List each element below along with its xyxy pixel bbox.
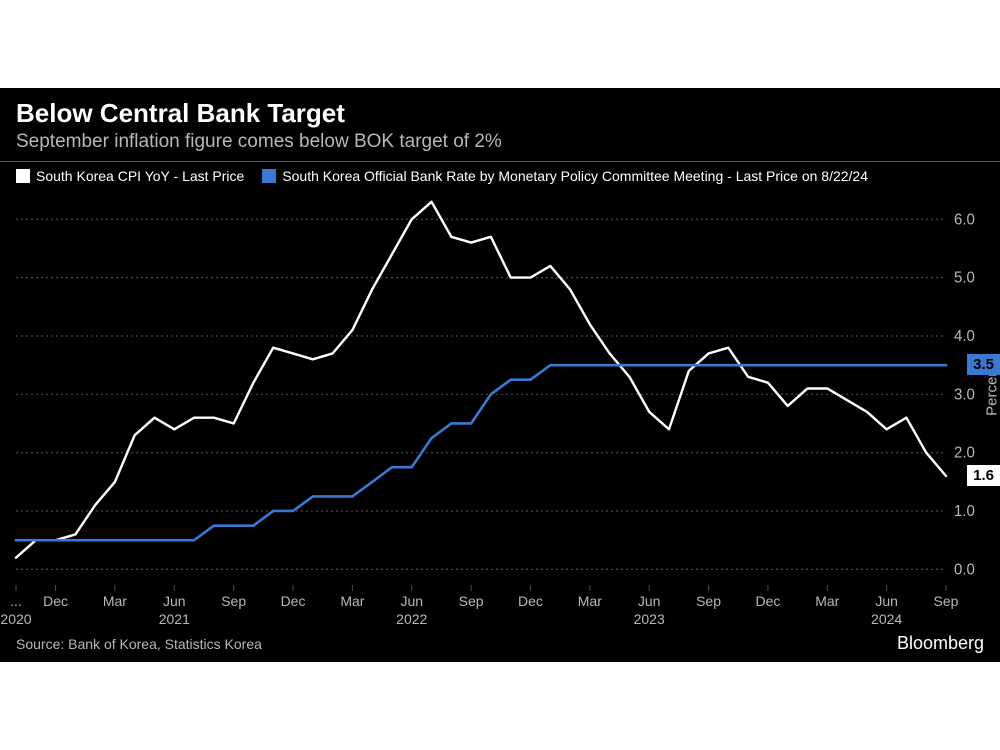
x-year-label: 2024 xyxy=(871,611,902,627)
brand-label: Bloomberg xyxy=(897,633,984,654)
x-year-label: 2021 xyxy=(159,611,190,627)
x-year-label: 2020 xyxy=(0,611,31,627)
chart-legend: South Korea CPI YoY - Last Price South K… xyxy=(0,162,1000,186)
x-tick-label: Dec xyxy=(281,593,306,609)
chart-header: Below Central Bank Target September infl… xyxy=(0,88,1000,162)
legend-label-rate: South Korea Official Bank Rate by Moneta… xyxy=(282,168,868,184)
x-tick-label: Dec xyxy=(755,593,780,609)
x-axis-year-labels: 2020 2021 2022 2023 2024 xyxy=(0,611,1000,629)
svg-text:0.0: 0.0 xyxy=(954,561,975,578)
x-tick-label: Sep xyxy=(696,593,721,609)
x-tick-label: Dec xyxy=(43,593,68,609)
x-year-label: 2023 xyxy=(634,611,665,627)
end-badge-rate: 3.5 xyxy=(967,354,1000,375)
chart-card: Below Central Bank Target September infl… xyxy=(0,88,1000,662)
x-tick-label: Mar xyxy=(578,593,602,609)
line-chart-svg: 0.0 1.0 2.0 3.0 4.0 5.0 6.0 xyxy=(6,186,1000,593)
legend-swatch-rate xyxy=(262,169,276,183)
source-label: Source: Bank of Korea, Statistics Korea xyxy=(16,636,262,652)
x-tick-label: Jun xyxy=(875,593,898,609)
chart-title: Below Central Bank Target xyxy=(16,98,984,129)
chart-footer: Source: Bank of Korea, Statistics Korea … xyxy=(0,629,1000,662)
x-tick-label: Mar xyxy=(815,593,839,609)
x-tick-label: Sep xyxy=(221,593,246,609)
x-tick-label: Mar xyxy=(103,593,127,609)
legend-label-cpi: South Korea CPI YoY - Last Price xyxy=(36,168,244,184)
plot-area: 0.01.02.03.04.05.06.0 Percent 1.63.5 xyxy=(6,186,1000,593)
svg-text:6.0: 6.0 xyxy=(954,211,975,228)
x-tick-label: Sep xyxy=(934,593,959,609)
svg-text:1.0: 1.0 xyxy=(954,503,975,520)
x-tick-label: Dec xyxy=(518,593,543,609)
legend-item-rate: South Korea Official Bank Rate by Moneta… xyxy=(262,168,868,184)
svg-text:2.0: 2.0 xyxy=(954,445,975,462)
svg-text:4.0: 4.0 xyxy=(954,328,975,345)
x-tick-label: Jun xyxy=(163,593,186,609)
svg-text:5.0: 5.0 xyxy=(954,270,975,287)
svg-text:3.0: 3.0 xyxy=(954,386,975,403)
end-badge-cpi: 1.6 xyxy=(967,465,1000,486)
x-tick-label: Mar xyxy=(340,593,364,609)
x-tick-label: ... xyxy=(10,593,22,609)
legend-item-cpi: South Korea CPI YoY - Last Price xyxy=(16,168,244,184)
x-year-label: 2022 xyxy=(396,611,427,627)
x-axis-month-labels: ... Dec Mar Jun Sep Dec Mar Jun Sep Dec Mar Jun Sep D… xyxy=(0,593,1000,611)
legend-swatch-cpi xyxy=(16,169,30,183)
x-tick-label: Sep xyxy=(459,593,484,609)
page-frame: Below Central Bank Target September infl… xyxy=(0,0,1000,750)
x-tick-label: Jun xyxy=(400,593,423,609)
x-tick-label: Jun xyxy=(638,593,661,609)
chart-subtitle: September inflation figure comes below B… xyxy=(16,131,984,153)
